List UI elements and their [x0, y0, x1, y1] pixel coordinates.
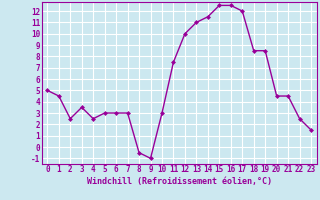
X-axis label: Windchill (Refroidissement éolien,°C): Windchill (Refroidissement éolien,°C): [87, 177, 272, 186]
